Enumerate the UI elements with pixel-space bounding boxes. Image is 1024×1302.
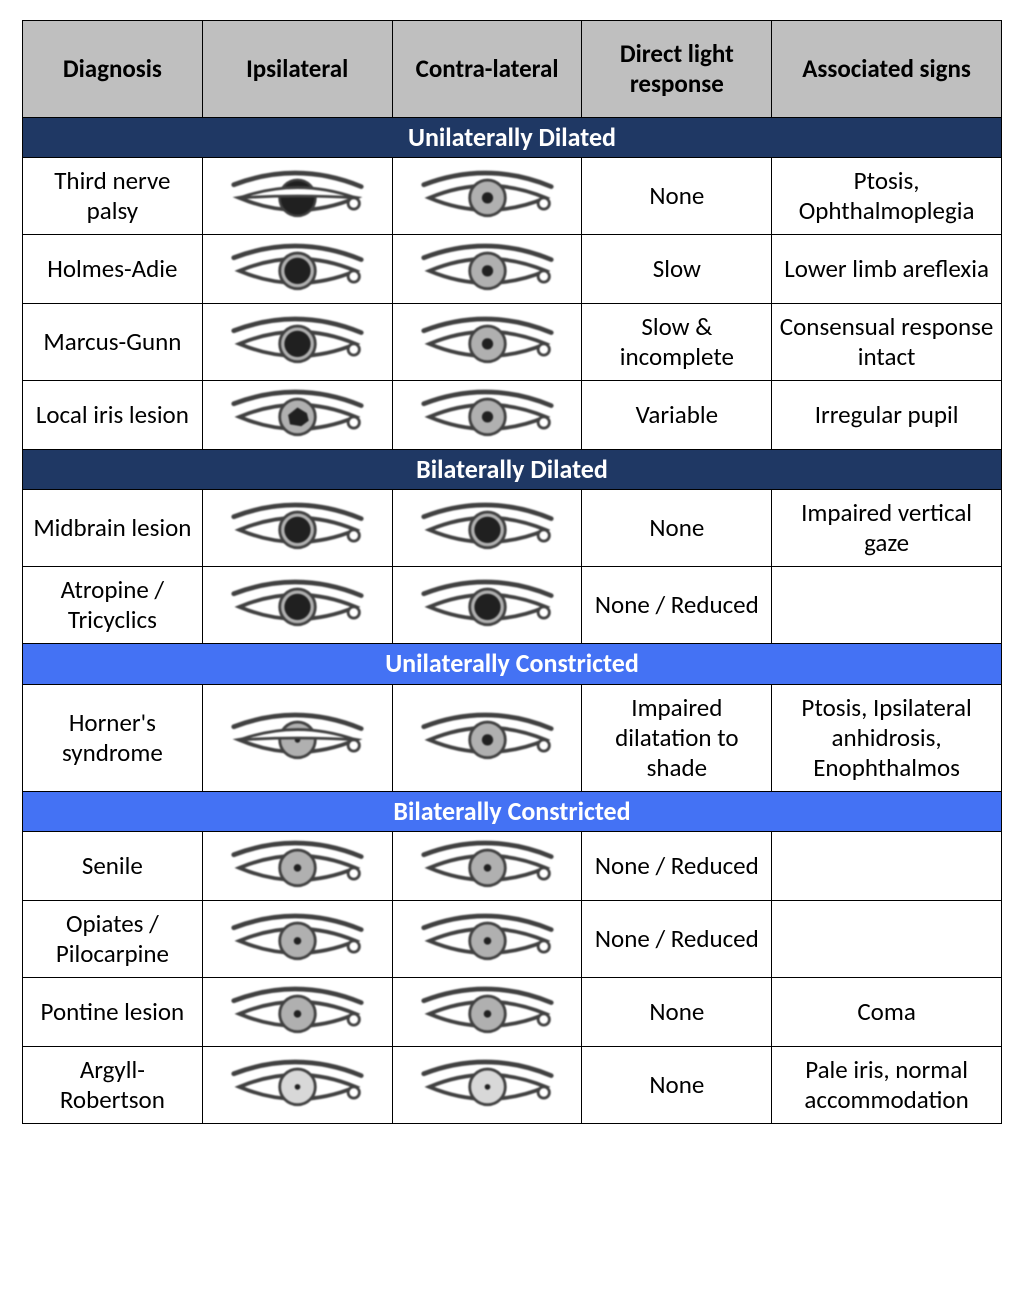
ipsilateral-eye-icon xyxy=(202,235,392,304)
table-row: Holmes-Adie SlowLower limb areflexia xyxy=(23,235,1002,304)
ipsilateral-eye-icon xyxy=(202,304,392,381)
contralateral-eye-icon xyxy=(392,684,582,791)
ipsilateral-eye-icon xyxy=(202,831,392,900)
response-cell: None xyxy=(582,490,772,567)
response-cell: Impaired dilatation to shade xyxy=(582,684,772,791)
signs-cell: Impaired vertical gaze xyxy=(772,490,1002,567)
signs-cell xyxy=(772,831,1002,900)
contralateral-eye-icon xyxy=(392,567,582,644)
response-cell: None xyxy=(582,977,772,1046)
ipsilateral-eye-icon xyxy=(202,381,392,450)
response-cell: None / Reduced xyxy=(582,900,772,977)
signs-cell: Coma xyxy=(772,977,1002,1046)
table-row: Third nerve palsy NonePtosis, Ophthalmopl… xyxy=(23,158,1002,235)
col-diagnosis: Diagnosis xyxy=(23,21,203,118)
diagnosis-cell: Holmes-Adie xyxy=(23,235,203,304)
col-ipsilateral: Ipsilateral xyxy=(202,21,392,118)
col-signs: Associated signs xyxy=(772,21,1002,118)
signs-cell: Consensual response intact xyxy=(772,304,1002,381)
signs-cell: Ptosis, Ipsilateral anhidrosis, Enophtha… xyxy=(772,684,1002,791)
response-cell: Slow & incomplete xyxy=(582,304,772,381)
signs-cell: Ptosis, Ophthalmoplegia xyxy=(772,158,1002,235)
ipsilateral-eye-icon xyxy=(202,158,392,235)
table-row: Marcus-Gunn Slow & incompleteConsensual r… xyxy=(23,304,1002,381)
signs-cell: Irregular pupil xyxy=(772,381,1002,450)
response-cell: None / Reduced xyxy=(582,567,772,644)
section-header: Bilaterally Dilated xyxy=(23,450,1002,490)
table-row: Atropine / Tricyclics None / Reduced xyxy=(23,567,1002,644)
response-cell: None xyxy=(582,158,772,235)
diagnosis-cell: Opiates / Pilocarpine xyxy=(23,900,203,977)
ipsilateral-eye-icon xyxy=(202,684,392,791)
signs-cell: Pale iris, normal accommodation xyxy=(772,1046,1002,1123)
diagnosis-cell: Argyll-Robertson xyxy=(23,1046,203,1123)
diagnosis-cell: Atropine / Tricyclics xyxy=(23,567,203,644)
ipsilateral-eye-icon xyxy=(202,490,392,567)
table-row: Opiates / Pilocarpine None / Reduced xyxy=(23,900,1002,977)
diagnosis-cell: Local iris lesion xyxy=(23,381,203,450)
diagnosis-cell: Marcus-Gunn xyxy=(23,304,203,381)
contralateral-eye-icon xyxy=(392,1046,582,1123)
contralateral-eye-icon xyxy=(392,977,582,1046)
pupil-diagnosis-table: Diagnosis Ipsilateral Contra-lateral Dir… xyxy=(22,20,1002,1124)
col-contralateral: Contra-lateral xyxy=(392,21,582,118)
diagnosis-cell: Midbrain lesion xyxy=(23,490,203,567)
signs-cell xyxy=(772,567,1002,644)
contralateral-eye-icon xyxy=(392,235,582,304)
col-response: Direct light response xyxy=(582,21,772,118)
contralateral-eye-icon xyxy=(392,900,582,977)
table-row: Senile None / Reduced xyxy=(23,831,1002,900)
table-row: Midbrain lesion NoneImpaired vertical gaz… xyxy=(23,490,1002,567)
response-cell: None / Reduced xyxy=(582,831,772,900)
diagnosis-cell: Pontine lesion xyxy=(23,977,203,1046)
contralateral-eye-icon xyxy=(392,304,582,381)
section-header: Unilaterally Constricted xyxy=(23,644,1002,684)
section-header: Unilaterally Dilated xyxy=(23,118,1002,158)
signs-cell: Lower limb areflexia xyxy=(772,235,1002,304)
contralateral-eye-icon xyxy=(392,158,582,235)
signs-cell xyxy=(772,900,1002,977)
ipsilateral-eye-icon xyxy=(202,900,392,977)
table-row: Horner's syndrome Impaired dilatation to … xyxy=(23,684,1002,791)
ipsilateral-eye-icon xyxy=(202,977,392,1046)
table-row: Pontine lesion NoneComa xyxy=(23,977,1002,1046)
diagnosis-cell: Senile xyxy=(23,831,203,900)
response-cell: None xyxy=(582,1046,772,1123)
response-cell: Variable xyxy=(582,381,772,450)
contralateral-eye-icon xyxy=(392,490,582,567)
contralateral-eye-icon xyxy=(392,831,582,900)
diagnosis-cell: Third nerve palsy xyxy=(23,158,203,235)
header-row: Diagnosis Ipsilateral Contra-lateral Dir… xyxy=(23,21,1002,118)
table-row: Argyll-Robertson NonePale iris, normal ac… xyxy=(23,1046,1002,1123)
ipsilateral-eye-icon xyxy=(202,567,392,644)
section-header: Bilaterally Constricted xyxy=(23,791,1002,831)
table-row: Local iris lesion VariableIrregular pupil xyxy=(23,381,1002,450)
ipsilateral-eye-icon xyxy=(202,1046,392,1123)
response-cell: Slow xyxy=(582,235,772,304)
diagnosis-cell: Horner's syndrome xyxy=(23,684,203,791)
contralateral-eye-icon xyxy=(392,381,582,450)
